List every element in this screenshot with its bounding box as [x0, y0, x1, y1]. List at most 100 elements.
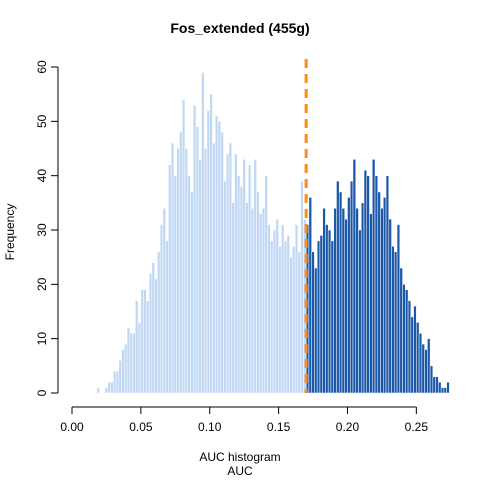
histogram-bar [394, 251, 398, 394]
histogram-bar [217, 121, 222, 394]
histogram-bar [264, 175, 268, 394]
histogram-bar [281, 224, 285, 394]
histogram-bar [212, 142, 216, 394]
histogram-bar [272, 229, 277, 394]
histogram-bar [223, 180, 227, 394]
histogram-bar [300, 180, 304, 394]
histogram-bar [383, 197, 387, 394]
histogram-bar [322, 208, 326, 394]
histogram-bar [201, 72, 205, 394]
histogram-bar [132, 332, 136, 394]
histogram-bar [226, 153, 230, 394]
histogram-bar [203, 148, 208, 394]
histogram-bar [360, 202, 365, 394]
histogram-bar [278, 246, 282, 394]
histogram-bar [341, 208, 345, 394]
histogram-bar [256, 191, 260, 394]
x-tick-label: 0.15 [267, 420, 291, 434]
histogram-bar [319, 235, 323, 394]
histogram-bar [234, 153, 238, 394]
histogram-bar [413, 305, 417, 394]
histogram-bar [143, 289, 147, 394]
histogram-bar [214, 115, 219, 394]
y-axis: 0 10 20 30 40 50 60 [35, 60, 59, 396]
histogram-bar [405, 289, 409, 394]
histogram-bar [399, 267, 403, 394]
histogram-bar [316, 240, 321, 394]
histogram-bar [154, 278, 158, 394]
histogram-bar [377, 191, 381, 394]
histogram-bar [435, 376, 439, 394]
histogram-bar [129, 332, 133, 394]
x-axis: 0.00 0.05 0.10 0.15 0.20 0.25 [60, 406, 428, 434]
x-tick-label: 0.05 [129, 420, 153, 434]
histogram-bar [289, 256, 293, 394]
histogram-bar [407, 300, 412, 394]
histogram-bar [286, 235, 290, 394]
histogram-bar [308, 197, 312, 394]
y-tick-label: 30 [35, 223, 49, 237]
histogram-bar [369, 213, 373, 394]
histogram-bar [432, 376, 436, 394]
histogram-bar [135, 300, 139, 394]
histogram-bar [140, 289, 144, 394]
histogram-bar [402, 284, 406, 394]
histogram-bar [146, 300, 150, 394]
histogram-bar [179, 131, 183, 394]
histogram-bar [220, 131, 224, 394]
histogram-bar [248, 164, 252, 394]
histogram-bar [297, 251, 301, 394]
histogram-bar [292, 246, 296, 394]
histogram-bar [231, 202, 235, 394]
histogram-bar [173, 175, 177, 394]
histogram-bar [429, 365, 434, 394]
histogram-bar [115, 371, 120, 394]
histogram-bar [366, 175, 370, 394]
histogram-bar [126, 327, 131, 394]
histogram-bar [333, 208, 337, 394]
histogram-bar [327, 229, 332, 394]
histogram-bar [151, 262, 155, 394]
histogram-bar [349, 180, 354, 394]
histogram-bar [206, 110, 210, 394]
histogram-bars [96, 72, 450, 394]
histogram-bar [228, 142, 233, 394]
histogram-bar [253, 159, 257, 394]
histogram-bar [104, 387, 109, 394]
histogram-bar [410, 316, 414, 394]
histogram-bar [250, 208, 255, 394]
histogram-bar [347, 197, 351, 394]
histogram-bar [176, 148, 180, 394]
histogram-bar [190, 191, 194, 394]
histogram-bar [270, 240, 274, 394]
histogram-bar [113, 371, 117, 394]
histogram-bar [96, 387, 100, 394]
histogram-bar [311, 251, 315, 394]
histogram-bar [209, 93, 213, 394]
x-tick-label: 0.00 [60, 420, 84, 434]
histogram-bar [157, 251, 161, 394]
x-tick-label: 0.10 [198, 420, 222, 434]
histogram-bar [237, 175, 241, 394]
histogram-bar [355, 208, 359, 394]
histogram-bar [330, 240, 334, 394]
histogram-bar [267, 224, 271, 394]
histogram-bar [391, 246, 395, 394]
histogram-bar [418, 332, 423, 394]
histogram-bar [195, 126, 199, 394]
y-tick-label: 0 [35, 389, 49, 396]
y-tick-label: 20 [35, 277, 49, 291]
histogram-bar [440, 387, 445, 394]
histogram-bar [110, 381, 114, 394]
x-axis-label-line1: AUC histogram [199, 450, 281, 464]
histogram-bar [165, 240, 169, 394]
histogram-bar [374, 175, 379, 394]
histogram-bar [275, 218, 279, 394]
histogram-bar [388, 218, 392, 394]
histogram-bar [416, 322, 420, 394]
y-tick-label: 40 [35, 169, 49, 183]
x-tick-label: 0.20 [336, 420, 360, 434]
x-axis-label-line2: AUC [227, 464, 253, 478]
y-tick-label: 10 [35, 332, 49, 346]
histogram-bar [372, 159, 376, 394]
